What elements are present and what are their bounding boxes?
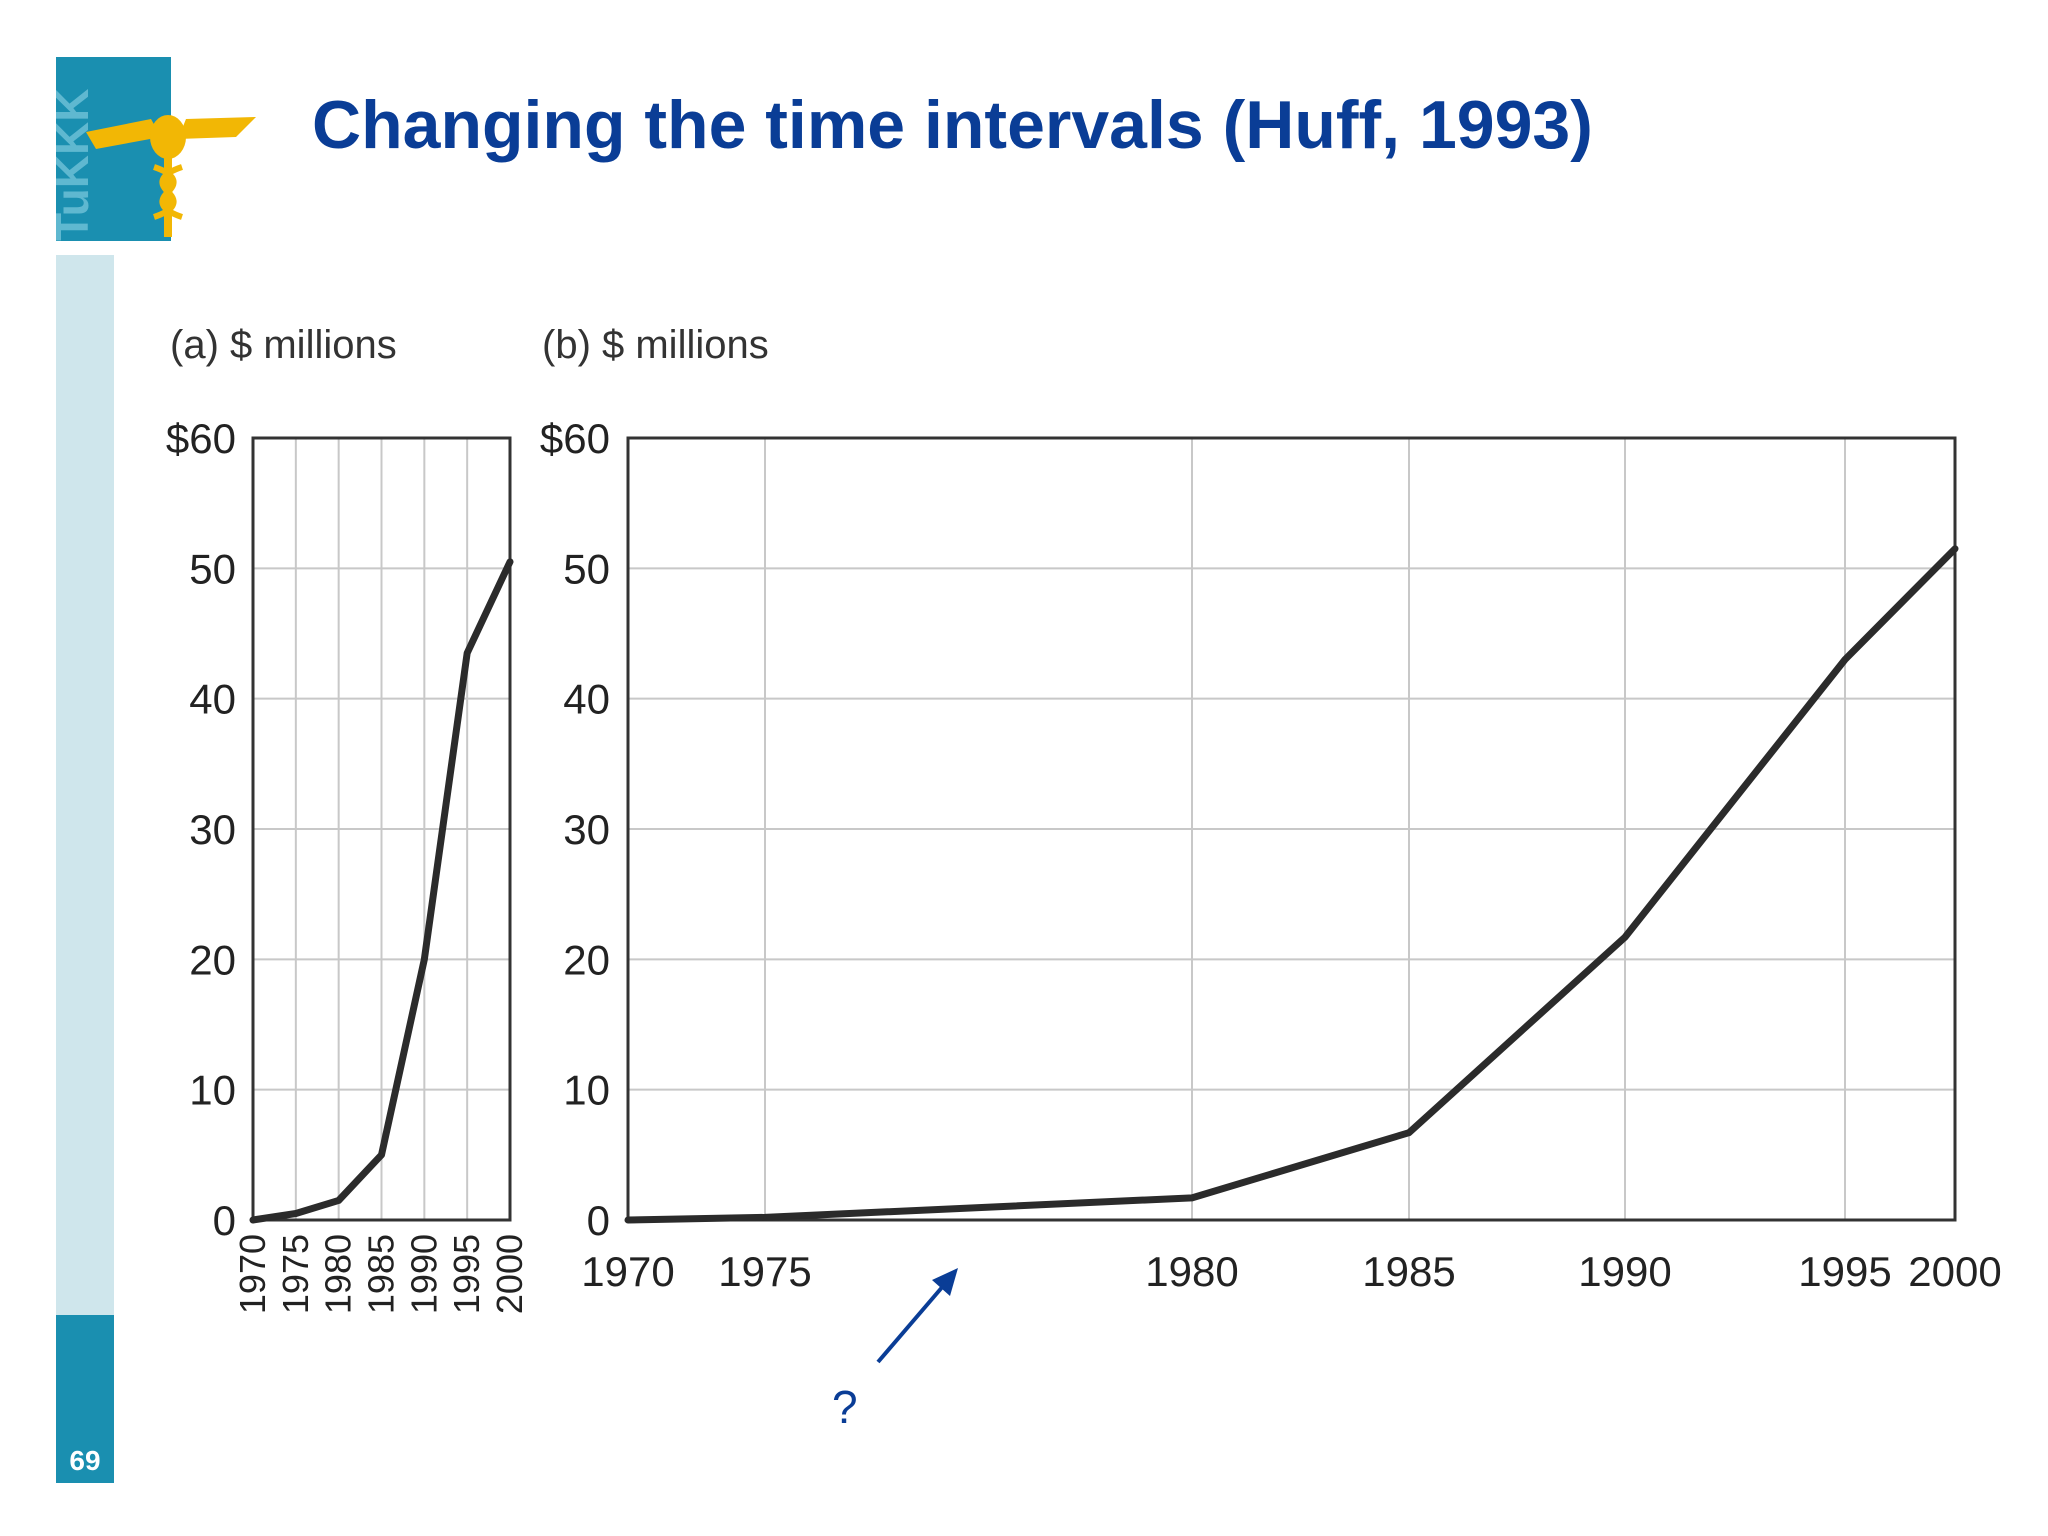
panel-label: (b) $ millions: [542, 323, 769, 367]
x-tick-label: 1980: [1145, 1248, 1238, 1295]
y-tick-label: $60: [540, 415, 610, 462]
x-tick-label: 1975: [275, 1234, 316, 1314]
x-tick-label: 1985: [361, 1234, 402, 1314]
x-tick-label: 1990: [403, 1234, 444, 1314]
x-tick-label: 1980: [318, 1234, 359, 1314]
y-tick-label: 40: [563, 676, 610, 723]
data-point: [1407, 1130, 1411, 1135]
x-tick-label: 2000: [1908, 1248, 2001, 1295]
series-line: [624, 545, 1959, 1224]
y-tick-label: 50: [189, 545, 236, 592]
plot-frame: [251, 436, 512, 1222]
y-tick-label: 10: [563, 1067, 610, 1114]
x-tick-label: 1990: [1578, 1248, 1671, 1295]
y-tick-label: 40: [189, 676, 236, 723]
x-tick-label: 1995: [446, 1234, 487, 1314]
panel-label: (a) $ millions: [170, 323, 397, 367]
arrow-head: [932, 1268, 958, 1296]
x-tick-label: 2000: [489, 1234, 530, 1314]
data-point: [763, 1215, 767, 1220]
y-tick-label: 0: [213, 1197, 236, 1244]
data-point: [251, 1218, 255, 1222]
y-tick-label: 30: [563, 806, 610, 853]
logo-background: [56, 57, 171, 241]
y-tick-label: 30: [189, 806, 236, 853]
x-tick-label: 1995: [1798, 1248, 1891, 1295]
question-mark: ?: [832, 1381, 858, 1433]
x-tick-label: 1985: [1362, 1248, 1455, 1295]
sidebar-stripe: [56, 255, 114, 1315]
data-point: [1190, 1195, 1194, 1200]
logo: TuKKK: [56, 57, 256, 241]
data-point: [1623, 935, 1627, 940]
plot-frame: [626, 436, 1957, 1222]
data-point: [465, 651, 470, 656]
arrow-shaft: [876, 1276, 952, 1364]
data-point: [626, 1218, 630, 1222]
y-tick-label: 0: [587, 1197, 610, 1244]
sidebar-stripe-dark: [56, 1315, 114, 1483]
slide-title: Changing the time intervals (Huff, 1993): [312, 87, 1593, 163]
data-point: [379, 1152, 384, 1157]
page-number: 69: [69, 1445, 101, 1476]
x-tick-label: 1975: [718, 1248, 811, 1295]
logo-text: TuKKK: [56, 89, 98, 241]
data-point: [1843, 657, 1847, 662]
data-point: [336, 1198, 341, 1203]
y-tick-label: $60: [166, 415, 236, 462]
y-tick-label: 10: [189, 1067, 236, 1114]
y-tick-label: 50: [563, 545, 610, 592]
x-tick-label: 1970: [232, 1234, 273, 1314]
y-tick-label: 20: [189, 936, 236, 983]
data-point: [508, 559, 512, 564]
y-tick-label: 20: [563, 936, 610, 983]
data-point: [293, 1211, 298, 1216]
x-tick-label: 1970: [581, 1248, 674, 1295]
data-point: [1953, 546, 1957, 551]
data-point: [422, 957, 427, 962]
